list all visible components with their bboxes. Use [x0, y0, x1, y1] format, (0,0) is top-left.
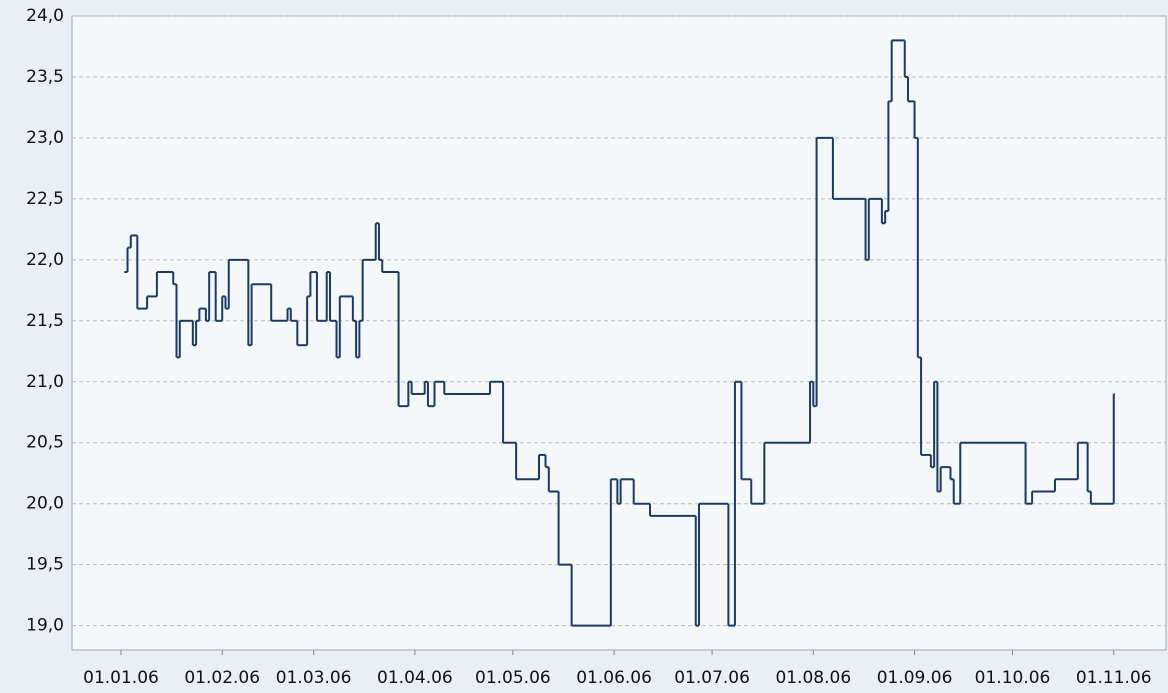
- x-tick-label: 01.10.06: [975, 668, 1051, 688]
- y-tick-label: 22,0: [26, 250, 64, 270]
- y-tick-label: 21,5: [26, 311, 64, 331]
- plot-area: [71, 15, 1167, 651]
- x-tick-label: 01.01.06: [83, 668, 159, 688]
- x-tick-label: 01.11.06: [1076, 668, 1152, 688]
- y-tick-label: 20,5: [26, 433, 64, 453]
- x-tick-label: 01.08.06: [775, 668, 851, 688]
- y-tick-label: 21,0: [26, 372, 64, 392]
- x-tick-label: 01.04.06: [377, 668, 453, 688]
- y-tick-label: 19,5: [26, 555, 64, 575]
- y-tick-label: 23,5: [26, 67, 64, 87]
- x-tick-label: 01.02.06: [184, 668, 260, 688]
- y-tick-label: 22,5: [26, 189, 64, 209]
- x-tick-label: 01.05.06: [475, 668, 551, 688]
- x-tick-label: 01.09.06: [877, 668, 953, 688]
- x-tick-label: 01.07.06: [674, 668, 750, 688]
- x-tick-label: 01.06.06: [576, 668, 652, 688]
- y-tick-label: 23,0: [26, 128, 64, 148]
- y-tick-label: 24,0: [26, 6, 64, 26]
- y-tick-label: 20,0: [26, 494, 64, 514]
- x-tick-label: 01.03.06: [276, 668, 352, 688]
- y-tick-label: 19,0: [26, 616, 64, 636]
